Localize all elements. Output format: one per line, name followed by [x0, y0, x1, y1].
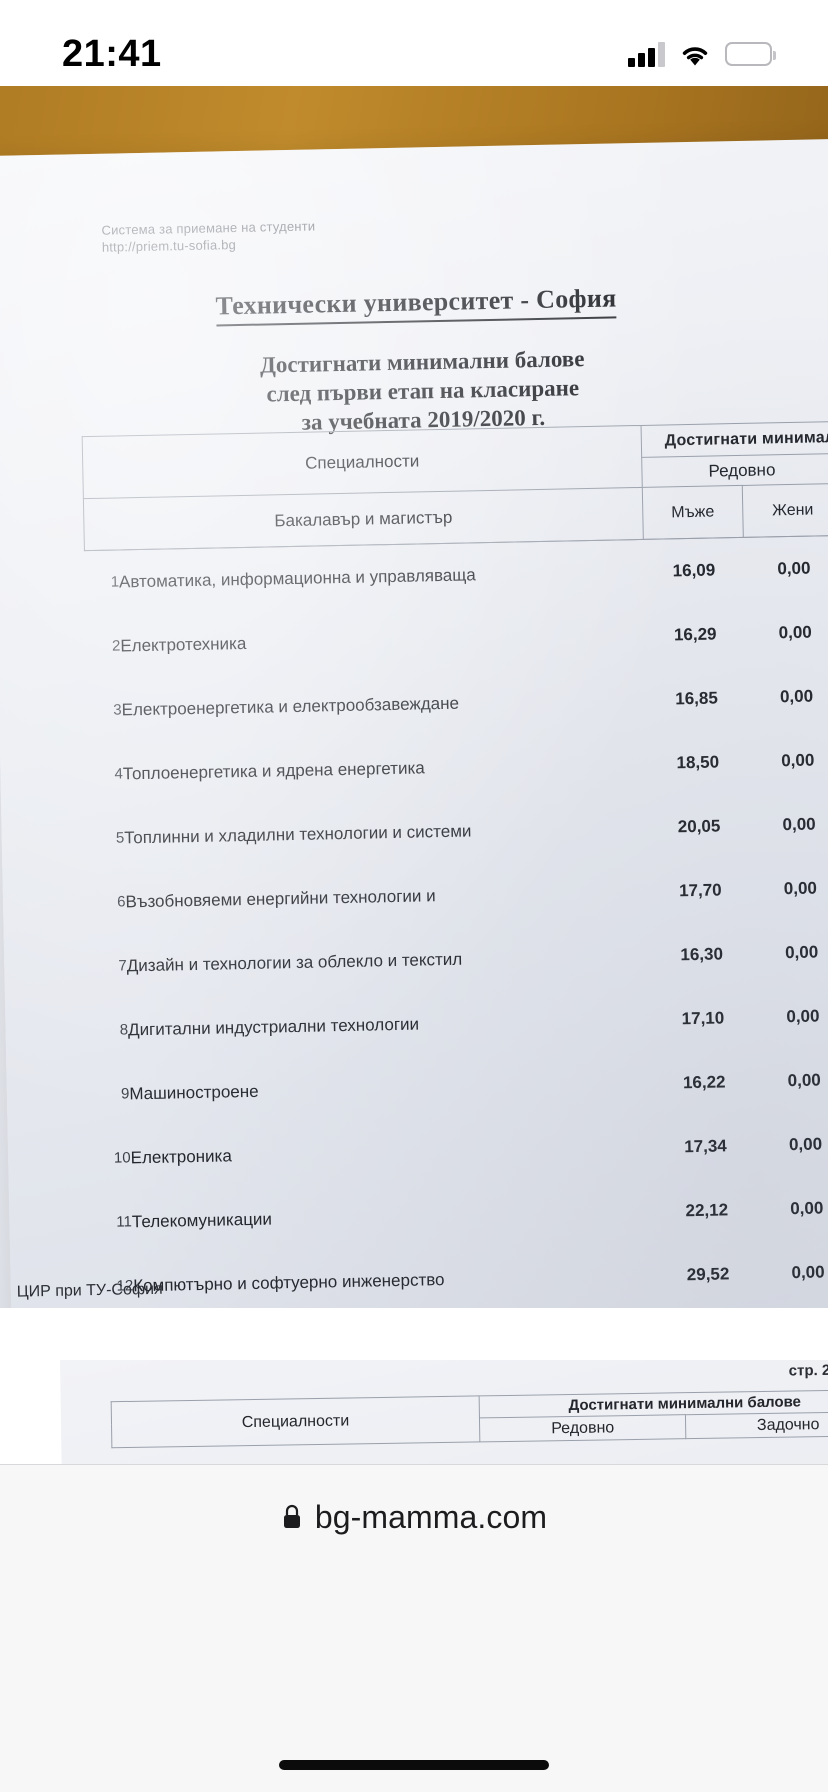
row-specialty-name: Телекомуникации — [131, 1209, 273, 1231]
header-women-full-time: Жени — [742, 483, 828, 538]
row-specialty-name: Възобновяеми енергийни технологии и — [125, 885, 436, 911]
row-number: 6 — [116, 893, 126, 911]
lock-icon — [281, 1503, 303, 1531]
row-score-full-time-women: 0,00 — [786, 1005, 820, 1026]
row-specialty-name: Дизайн и технологии за облекло и текстил — [126, 949, 463, 975]
address-bar[interactable]: bg-mamma.com — [0, 1465, 828, 1569]
webpage-content[interactable]: Система за приемане на студенти http://p… — [0, 86, 828, 1464]
row-score-full-time-women: 0,00 — [791, 1261, 825, 1282]
row-number: 1 — [110, 573, 120, 591]
row-specialty-name: Дигитални индустриални технологии — [127, 1014, 420, 1039]
row-score-full-time-men: 29,52 — [686, 1263, 730, 1284]
page-number-label: стр. 2 — [788, 1361, 828, 1380]
document-footer: ЦИР при ТУ-София — [16, 1280, 163, 1301]
row-number: 4 — [114, 765, 124, 783]
row-score-full-time-men: 17,34 — [684, 1135, 727, 1156]
document-system-header: Система за приемане на студенти http://p… — [101, 217, 315, 255]
row-score-full-time-men: 16,85 — [675, 687, 718, 708]
header2-specialties: Специалности — [111, 1395, 480, 1448]
row-number: 8 — [119, 1021, 129, 1039]
document-title: Технически университет - София — [215, 283, 617, 327]
row-specialty-name: Топлинни и хладилни технологии и системи — [124, 820, 472, 847]
photo-separator — [0, 1308, 828, 1360]
scores-table-body: 1 Автоматика, информационна и управляваща… — [84, 533, 828, 1308]
row-number: 9 — [120, 1085, 130, 1103]
url-text[interactable]: bg-mamma.com — [314, 1498, 548, 1535]
header-form-full-time: Редовно — [641, 453, 828, 488]
row-score-full-time-women: 0,00 — [783, 878, 818, 898]
scores-table-head: Специалности Достигнати минимални балове… — [82, 419, 828, 551]
document-photo-page-1[interactable]: Система за приемане на студенти http://p… — [0, 86, 828, 1308]
row-score-full-time-women: 0,00 — [781, 750, 815, 770]
row-specialty-name: Електроенергетика и електрообзавеждане — [121, 693, 460, 719]
home-indicator[interactable] — [279, 1760, 549, 1770]
row-score-full-time-men: 16,09 — [672, 560, 716, 581]
row-specialty-name: Топлоенергетика и ядрена енергетика — [122, 757, 425, 783]
paper-sheet-2: стр. 2 Специалности Достигнати минимални… — [60, 1360, 828, 1464]
document-title-wrap: Технически университет - София — [0, 278, 828, 331]
header2-form-full-time: Редовно — [479, 1414, 687, 1442]
row-score-full-time-men: 17,10 — [681, 1007, 725, 1028]
scores-table: Специалности Достигнати минимални балове… — [82, 419, 828, 1308]
status-bar-indicators — [628, 41, 776, 67]
row-score-full-time-men: 20,05 — [677, 815, 721, 836]
header-specialties: Специалности — [82, 425, 643, 499]
row-score-full-time-men: 16,29 — [673, 623, 717, 644]
row-specialty-name: Електротехника — [120, 633, 247, 655]
cellular-signal-icon — [628, 41, 665, 67]
row-score-full-time-women: 0,00 — [784, 942, 819, 962]
row-score-full-time-men: 16,30 — [680, 943, 724, 964]
browser-toolbar: bg-mamma.com — [0, 1464, 828, 1792]
header-scores-group: Достигнати минимални балове — [641, 419, 828, 458]
row-score-full-time-women: 0,00 — [790, 1197, 824, 1218]
row-specialty-name: Автоматика, информационна и управляваща — [118, 565, 476, 592]
header2-form-part-time: Задочно — [685, 1411, 828, 1439]
battery-low-power-icon — [725, 42, 776, 66]
row-score-full-time-men: 17,70 — [678, 879, 722, 900]
row-score-full-time-men: 22,12 — [685, 1199, 729, 1220]
row-score-full-time-women: 0,00 — [788, 1133, 823, 1154]
document-body: Система за приемане на студенти http://p… — [0, 138, 828, 1308]
document-photo-page-2[interactable]: стр. 2 Специалности Достигнати минимални… — [0, 1360, 828, 1464]
row-specialty-name: Компютърно и софтуерно инженерство — [133, 1269, 445, 1295]
header-men-full-time: Мъже — [642, 485, 744, 540]
row-specialty-name: Електроника — [130, 1145, 232, 1167]
row-number: 11 — [116, 1213, 133, 1231]
status-bar-time: 21:41 — [62, 32, 162, 75]
row-score-full-time-men: 18,50 — [676, 751, 720, 772]
row-score-full-time-women: 0,00 — [787, 1069, 821, 1090]
row-score-full-time-women: 0,00 — [777, 558, 811, 578]
row-number: 7 — [118, 957, 127, 975]
row-number: 3 — [113, 701, 122, 719]
row-number: 5 — [115, 829, 125, 847]
row-score-full-time-women: 0,00 — [782, 814, 816, 834]
status-bar: 21:41 — [0, 0, 828, 86]
scores-table-page-2: Специалности Достигнати минимални балове… — [111, 1389, 828, 1448]
row-number: 10 — [113, 1149, 131, 1167]
row-score-full-time-men: 16,22 — [682, 1071, 726, 1092]
wifi-icon — [679, 42, 711, 67]
row-number: 2 — [111, 637, 121, 655]
row-score-full-time-women: 0,00 — [778, 622, 812, 642]
system-url: http://priem.tu-sofia.bg — [101, 237, 237, 255]
row-score-full-time-women: 0,00 — [779, 686, 814, 706]
scores-table-2-head: Специалности Достигнати минимални балове… — [111, 1389, 828, 1448]
paper-sheet: Система за приемане на студенти http://p… — [0, 138, 828, 1308]
row-specialty-name: Машиностроене — [129, 1081, 259, 1103]
